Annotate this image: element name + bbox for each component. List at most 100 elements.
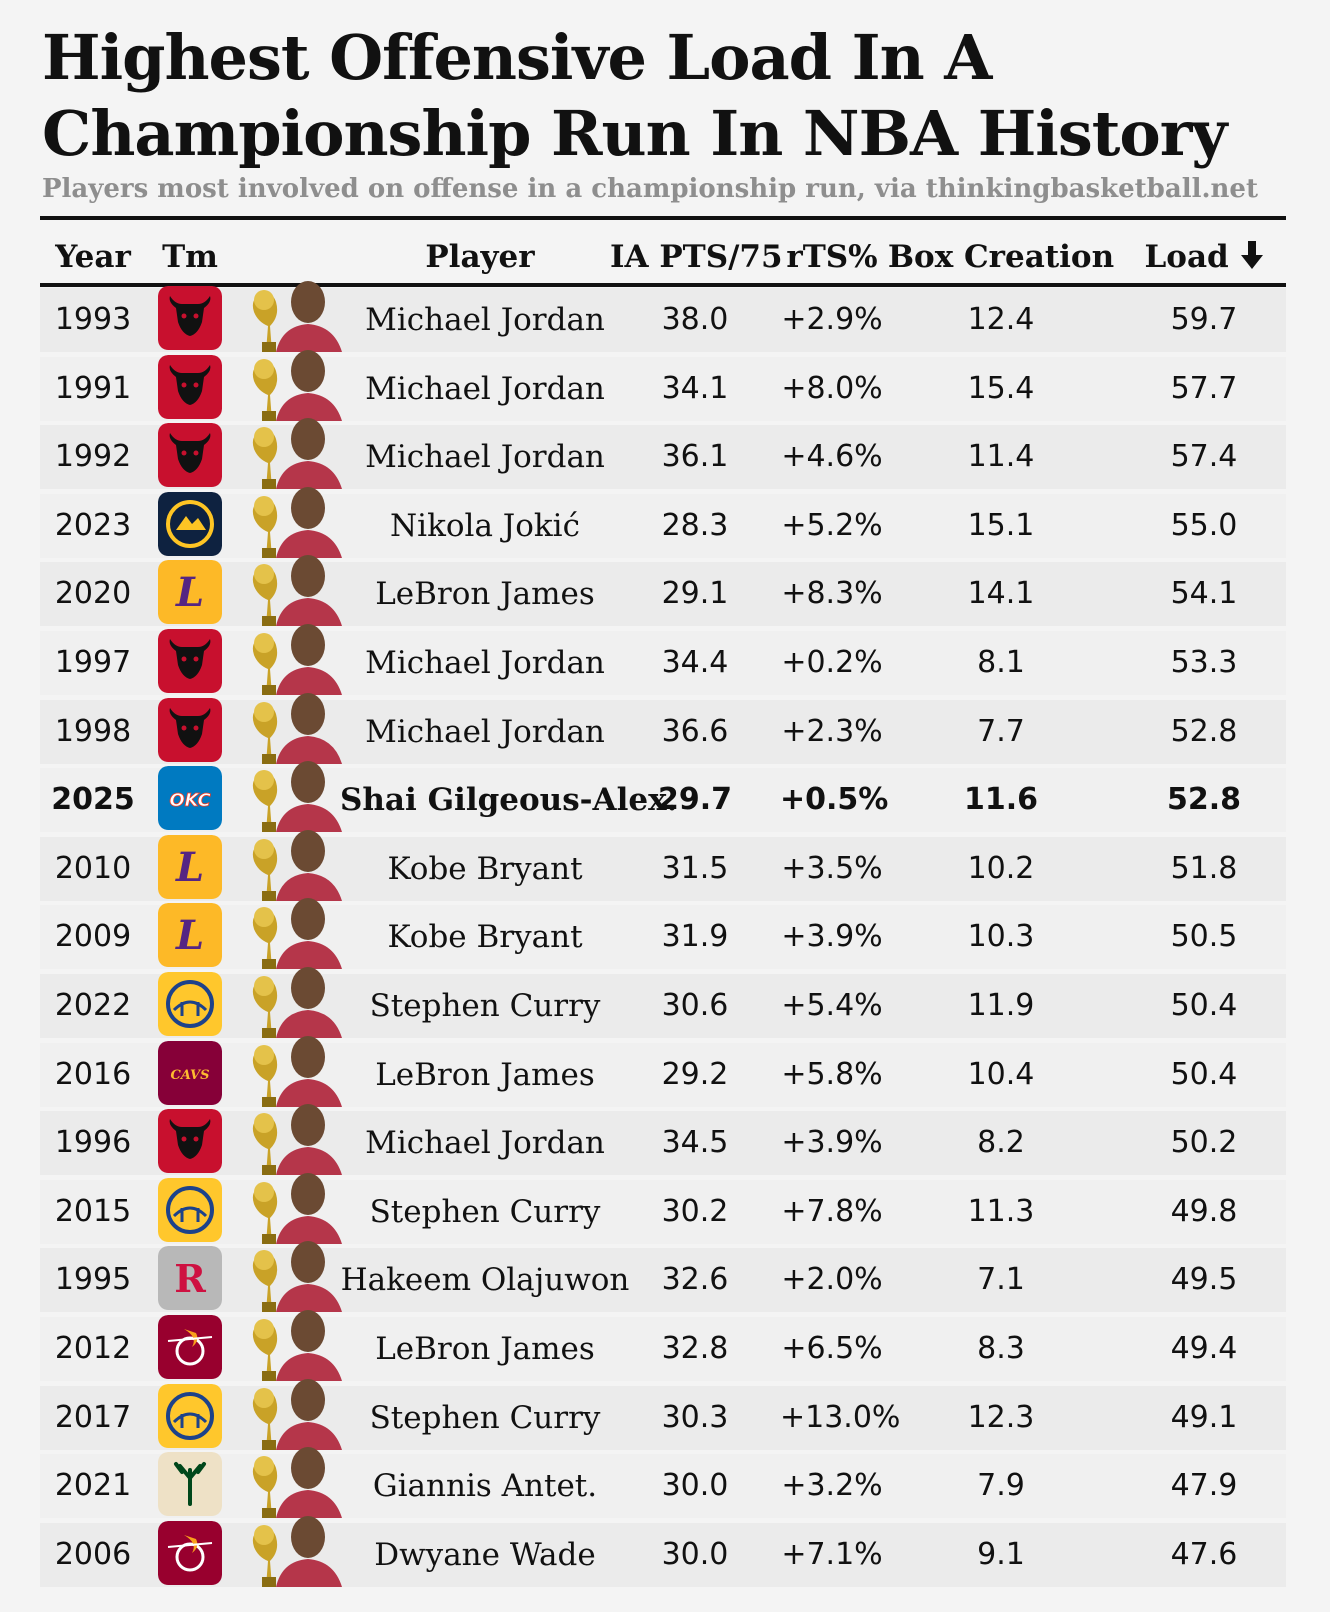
cell-ia-pts: 30.0 xyxy=(661,1468,729,1504)
cell-rts: +6.5% xyxy=(781,1330,883,1366)
chart-title: Highest Offensive Load In A Championship… xyxy=(42,21,1227,170)
cell-rts: +13.0% xyxy=(780,1399,901,1435)
table-row: 1997 Michael Jordan 34.4 +0.2% 8.1 53.3 xyxy=(40,623,1286,695)
cell-year: 2022 xyxy=(54,987,132,1023)
cell-ia-pts: 29.7 xyxy=(657,782,733,818)
cell-rts: +3.9% xyxy=(781,919,883,955)
cell-box-creation: 10.4 xyxy=(967,1056,1035,1092)
cell-box-creation: 10.2 xyxy=(967,850,1035,886)
col-header-player: Player xyxy=(425,239,535,275)
cell-ia-pts: 30.0 xyxy=(661,1536,729,1572)
cell-year: 1991 xyxy=(54,370,132,406)
player-photo xyxy=(236,1442,348,1519)
cell-ia-pts: 36.1 xyxy=(661,439,729,475)
cell-ia-pts: 28.3 xyxy=(661,507,729,543)
table-row: 1991 Michael Jordan 34.1 +8.0% 15.4 57.7 xyxy=(40,349,1286,421)
team-logo-icon xyxy=(158,1177,222,1242)
cell-rts: +0.2% xyxy=(781,644,883,680)
cell-load: 51.8 xyxy=(1170,850,1238,886)
cell-year: 2010 xyxy=(54,850,132,886)
cell-box-creation: 12.3 xyxy=(967,1399,1035,1435)
table-row: L 2010 Kobe Bryant 31.5 +3.5% 10.2 51.8 xyxy=(40,829,1286,901)
cell-ia-pts: 32.8 xyxy=(661,1330,729,1366)
cell-load: 52.8 xyxy=(1166,782,1242,818)
table-row: 2015 Stephen Curry 30.2 +7.8% 11.3 49.8 xyxy=(40,1172,1286,1244)
cell-player: Stephen Curry xyxy=(369,1193,601,1230)
svg-text:R: R xyxy=(174,1256,206,1301)
team-logo-icon xyxy=(158,1109,222,1174)
cell-load: 47.6 xyxy=(1170,1536,1238,1572)
table-row: 1998 Michael Jordan 36.6 +2.3% 7.7 52.8 xyxy=(40,692,1286,764)
cell-year: 2023 xyxy=(54,507,132,543)
cell-rts: +5.8% xyxy=(781,1056,883,1092)
table-row: 1996 Michael Jordan 34.5 +3.9% 8.2 50.2 xyxy=(40,1104,1286,1176)
cell-load: 59.7 xyxy=(1170,302,1238,337)
svg-text:L: L xyxy=(175,844,204,891)
cell-ia-pts: 32.6 xyxy=(661,1262,729,1298)
cell-load: 47.9 xyxy=(1170,1468,1238,1504)
player-photo xyxy=(236,1168,348,1244)
team-logo-icon xyxy=(158,491,222,556)
player-photo xyxy=(236,619,348,695)
player-photo xyxy=(236,1099,348,1176)
cell-ia-pts: 31.9 xyxy=(661,919,729,955)
top-divider xyxy=(40,216,1286,220)
cell-ia-pts: 34.4 xyxy=(661,644,729,680)
cell-box-creation: 8.3 xyxy=(977,1330,1025,1366)
table-row: L 2009 Kobe Bryant 31.9 +3.9% 10.3 50.5 xyxy=(40,898,1286,970)
col-header-load-label: Load xyxy=(1144,239,1229,275)
team-logo-icon: L xyxy=(158,903,222,968)
svg-text:L: L xyxy=(175,912,204,959)
cell-player: Nikola Jokić xyxy=(390,507,580,544)
cell-load: 50.4 xyxy=(1170,1056,1238,1092)
col-header-box-creation: Box Creation xyxy=(887,239,1115,275)
cell-ia-pts: 29.2 xyxy=(661,1056,729,1092)
team-logo-icon xyxy=(158,628,222,693)
team-logo-icon: L xyxy=(158,834,222,899)
cell-player: Kobe Bryant xyxy=(387,919,583,956)
table-row: R 1995 Hakeem Olajuwon 32.6 +2.0% 7.1 49.5 xyxy=(40,1241,1286,1313)
table-row: CAVS 2016 LeBron James 29.2 +5.8% 10.4 50.4 xyxy=(40,1035,1286,1107)
player-photo xyxy=(236,1031,348,1107)
cell-load: 54.1 xyxy=(1170,576,1238,612)
cell-ia-pts: 34.1 xyxy=(661,370,729,406)
team-logo-icon: R xyxy=(158,1246,222,1311)
table-row: 2017 Stephen Curry 30.3 +13.0% 12.3 49.1 xyxy=(40,1378,1286,1450)
cell-ia-pts: 29.1 xyxy=(661,576,729,612)
cell-rts: +8.3% xyxy=(781,576,883,612)
player-photo xyxy=(236,1374,348,1450)
player-photo xyxy=(236,482,348,558)
table-row: 2006 Dwyane Wade 30.0 +7.1% 9.1 47.6 xyxy=(40,1515,1286,1587)
team-logo-icon xyxy=(158,1452,222,1517)
cell-year: 2017 xyxy=(54,1399,132,1435)
team-logo-icon: L xyxy=(158,560,222,625)
cell-box-creation: 7.1 xyxy=(977,1262,1025,1298)
cell-player: LeBron James xyxy=(375,1056,595,1093)
cell-ia-pts: 30.2 xyxy=(661,1193,729,1229)
team-logo-icon xyxy=(158,423,222,488)
table-row: 1992 Michael Jordan 36.1 +4.6% 11.4 57.4 xyxy=(40,418,1286,490)
cell-ia-pts: 34.5 xyxy=(661,1125,729,1161)
player-photo xyxy=(236,413,348,490)
cell-load: 49.8 xyxy=(1170,1193,1238,1229)
cell-rts: +2.0% xyxy=(781,1262,883,1298)
player-photo xyxy=(236,1511,348,1587)
cell-load: 52.8 xyxy=(1170,713,1238,749)
player-photo xyxy=(236,825,348,901)
table-body: 1993 Michael Jordan 38.0 +2.9% 12.4 59.7 1991 M… xyxy=(40,281,1286,1591)
team-logo-icon xyxy=(158,1383,222,1448)
cell-player: Michael Jordan xyxy=(365,439,605,476)
chart-subtitle: Players most involved on offense in a ch… xyxy=(42,174,1258,204)
cell-year: 1997 xyxy=(54,644,132,680)
cell-rts: +2.9% xyxy=(781,302,883,337)
cell-player: Giannis Antet. xyxy=(372,1468,598,1505)
cell-load: 49.4 xyxy=(1170,1330,1238,1366)
cell-rts: +7.8% xyxy=(781,1193,883,1229)
cell-year: 2006 xyxy=(54,1536,132,1572)
table-row: OKC 2025 Shai Gilgeous-Alex. 29.7 +0.5% 11.6 5… xyxy=(40,761,1286,833)
player-photo xyxy=(236,345,348,421)
cell-box-creation: 15.4 xyxy=(967,370,1035,406)
player-photo xyxy=(236,688,348,764)
cell-year: 2025 xyxy=(51,782,135,818)
